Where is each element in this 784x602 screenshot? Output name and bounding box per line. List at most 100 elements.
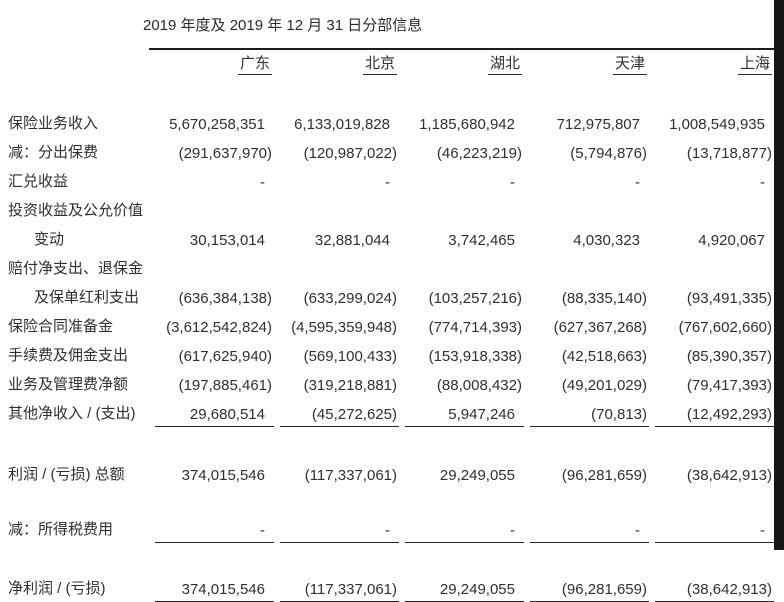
value-cell: (12,492,293) [649,398,774,427]
value-cell: (627,367,268) [524,311,649,340]
value: (13,718,877) [655,145,774,166]
value-cell: 29,249,055 [399,459,524,488]
value-cell: 1,185,680,942 [399,108,524,137]
value-cell: (38,642,913) [649,573,774,602]
value-cell: (79,417,393) [649,369,774,398]
amount-text: (12,492,293) [686,406,772,423]
value-cell: (4,595,359,948) [274,311,399,340]
value-cell: 4,920,067 [649,224,774,253]
value: (120,987,022) [280,145,399,166]
table-row: 手续费及佣金支出 (617,625,940) (569,100,433) (153,9… [8,340,774,369]
spacer-row [8,488,774,514]
row-label: 投资收益及公允价值 [8,202,144,219]
value-cell: - [274,514,399,543]
value: (153,918,338) [405,348,524,369]
value-with-rule: 5,947,246 [405,406,524,427]
table-row: 赔付净支出、退保金 [8,253,774,282]
amount-text: (569,100,433) [303,348,397,365]
table-row: 净利润 / (亏损) 374,015,546 (117,337,061) 29,249… [8,573,774,602]
amount-text: (70,813) [591,406,647,423]
value-cell: (88,335,140) [524,282,649,311]
amount-text: (88,008,432) [436,377,522,394]
value: 3,742,465 [405,232,524,253]
row-label: 减：所得税费用 [8,521,114,538]
value-with-rule: (70,813) [530,406,649,427]
amount-text: (4,595,359,948) [291,319,397,336]
amount-text: (319,218,881) [303,377,397,394]
amount-text: 29,249,055 [439,467,515,484]
value: - [155,174,274,195]
table-row: 保险合同准备金 (3,612,542,824) (4,595,359,948) (77… [8,311,774,340]
value: 6,133,019,828 [280,116,399,137]
value-cell: (569,100,433) [274,340,399,369]
amount-text: (38,642,913) [686,581,772,598]
column-header-label: 上海 [737,52,772,75]
amount-text: - [760,522,765,539]
value-cell: 712,975,807 [524,108,649,137]
value: (96,281,659) [530,467,649,488]
value-cell: 1,008,549,935 [649,108,774,137]
table-body: 保险业务收入 5,670,258,351 6,133,019,828 1,185,68… [8,78,774,602]
amount-text: (96,281,659) [561,467,647,484]
amount-text: (79,417,393) [686,377,772,394]
amount-text: (617,625,940) [178,348,272,365]
value: (627,367,268) [530,319,649,340]
amount-text: 32,881,044 [314,232,390,249]
column-header: 上海 [649,48,774,78]
amount-text: (5,794,876) [570,145,647,162]
value: (93,491,335) [655,290,774,311]
row-label: 减：分出保费 [8,144,99,161]
amount-text: - [635,522,640,539]
value: (3,612,542,824) [155,319,274,340]
row-label: 变动 [34,231,65,248]
value: (117,337,061) [280,467,399,488]
amount-text: (627,367,268) [553,319,647,336]
table-row: 及保单红利支出 (636,384,138) (633,299,024) (103,25… [8,282,774,311]
value: - [655,174,774,195]
amount-text: (767,602,660) [678,319,772,336]
value-cell: - [649,514,774,543]
amount-text: (93,491,335) [686,290,772,307]
row-label: 及保单红利支出 [34,289,140,306]
value-with-rule: - [155,522,274,543]
value-cell: (633,299,024) [274,282,399,311]
value: 4,030,323 [530,232,649,253]
segment-report-page: 2019 年度及 2019 年 12 月 31 日分部信息 广东 北京 湖北 天津 上海… [8,0,784,602]
segment-table: 广东 北京 湖北 天津 上海 保险业务收入 5,670,258,351 6,133,019,… [8,48,774,602]
value-cell: (767,602,660) [649,311,774,340]
amount-text: 29,680,514 [189,406,265,423]
amount-text: (633,299,024) [303,290,397,307]
value-cell: (85,390,357) [649,340,774,369]
spacer-row [8,78,774,108]
amount-text: (153,918,338) [428,348,522,365]
amount-text: (88,335,140) [561,290,647,307]
value-cell: (636,384,138) [149,282,274,311]
value: - [405,174,524,195]
value: 712,975,807 [530,116,649,137]
column-header-label: 广东 [237,52,272,75]
value-cell: - [524,166,649,195]
row-label: 业务及管理费净额 [8,376,129,393]
table-row: 业务及管理费净额 (197,885,461) (319,218,881) (88,00… [8,369,774,398]
row-label: 保险业务收入 [8,115,99,132]
value: (291,637,970) [155,145,274,166]
value: (197,885,461) [155,377,274,398]
value-cell: - [649,166,774,195]
value-cell: (46,223,219) [399,137,524,166]
value-cell: - [274,166,399,195]
amount-text: (636,384,138) [178,290,272,307]
value: - [530,174,649,195]
column-header: 广东 [149,48,274,78]
value: (767,602,660) [655,319,774,340]
amount-text: 29,249,055 [439,581,515,598]
table-row: 变动 30,153,014 32,881,044 3,742,465 4,030,323… [8,224,774,253]
value-cell: (42,518,663) [524,340,649,369]
amount-text: - [385,174,390,191]
value: 1,185,680,942 [405,116,524,137]
amount-text: 1,185,680,942 [419,116,515,133]
value-with-rule: 29,249,055 [405,581,524,602]
column-header: 湖北 [399,48,524,78]
amount-text: (3,612,542,824) [166,319,272,336]
column-header-label: 天津 [612,52,647,75]
table-row: 投资收益及公允价值 [8,195,774,224]
